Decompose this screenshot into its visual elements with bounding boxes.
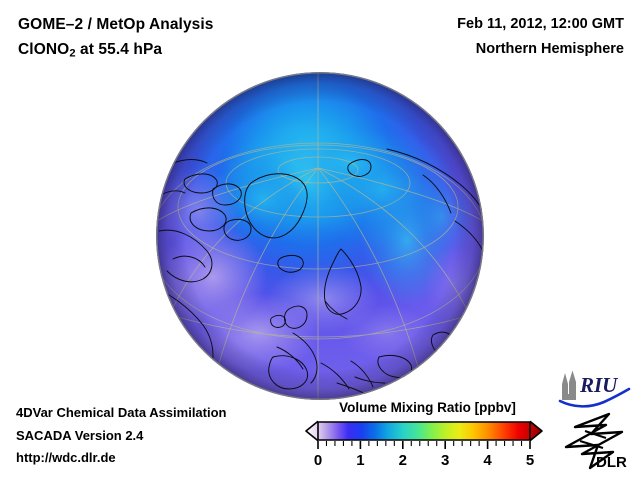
hemisphere-label: Northern Hemisphere [475,41,624,57]
species-subscript: 2 [69,47,76,60]
limb-shading [156,72,484,400]
species-name: ClONO [18,41,70,58]
dlr-logo-svg: DLR [564,412,627,471]
colorbar-tick-labels: 0 1 2 3 4 5 [314,452,534,469]
figure-title-left: GOME–2 / MetOp Analysis ClONO2 at 55.4 h… [18,12,214,66]
riu-logo-svg: RIU [558,370,631,408]
colorbar-tick-0: 0 [314,452,322,469]
colorbar: Volume Mixing Ratio [ppbv] [305,400,550,475]
colorbar-ticks [317,441,531,449]
dlr-logo: DLR [560,412,632,471]
globe-disc [156,72,484,400]
colorbar-title: Volume Mixing Ratio [ppbv] [339,400,516,415]
globe-svg [156,72,484,400]
figure-title-right: Feb 11, 2012, 12:00 GMT Northern Hemisph… [457,12,624,62]
dlr-wordmark: DLR [596,454,627,470]
footer-credits: 4DVar Chemical Data Assimilation SACADA … [16,402,227,470]
colorbar-swatch [305,420,543,442]
instrument-title: GOME–2 / MetOp Analysis [18,16,214,33]
species-pressure-title: ClONO2 at 55.4 hPa [18,37,214,66]
riu-swoosh-icon [558,387,631,408]
footer-version-label: SACADA Version 2.4 [16,427,144,443]
colorbar-tick-3: 3 [441,452,449,469]
dlr-star-icon [564,412,624,470]
colorbar-tick-2: 2 [399,452,407,469]
footer-method-label: 4DVar Chemical Data Assimilation [16,405,227,420]
footer-url-link[interactable]: http://wdc.dlr.de [16,450,116,465]
pressure-level: at 55.4 hPa [75,41,163,58]
globe-map [155,71,485,401]
date-time-label: Feb 11, 2012, 12:00 GMT [457,16,624,32]
colorbar-tick-1: 1 [356,452,364,469]
globe-outline [156,72,484,400]
riu-logo: RIU [556,370,632,410]
cathedral-spires-icon [562,370,576,400]
colorbar-tick-4: 4 [483,452,492,469]
riu-wordmark: RIU [579,373,619,397]
colorbar-svg: 0 1 2 3 4 5 [305,420,543,469]
colorbar-tick-5: 5 [526,452,534,469]
